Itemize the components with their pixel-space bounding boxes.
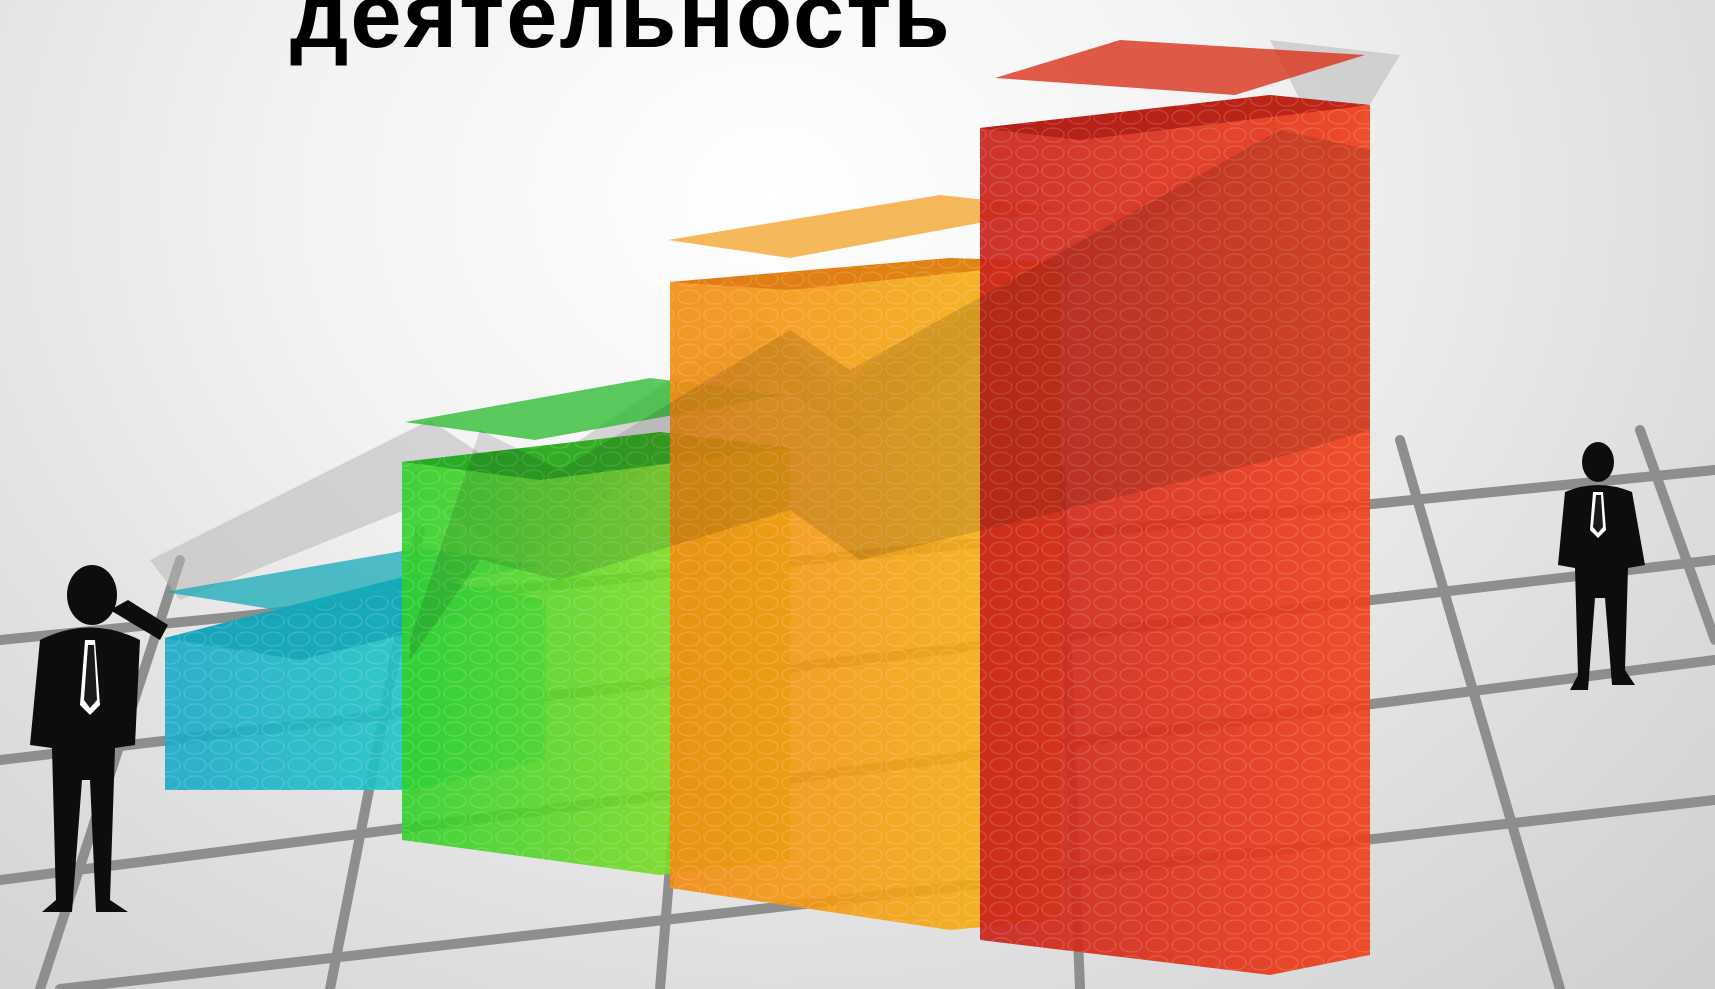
shadow-band <box>410 130 1370 660</box>
bar-orange <box>668 195 1060 930</box>
businessman-phone-icon <box>30 565 168 912</box>
businessman-walking-icon <box>1558 442 1645 690</box>
slide-title: деятельность <box>290 0 952 67</box>
bar-red <box>980 40 1370 975</box>
